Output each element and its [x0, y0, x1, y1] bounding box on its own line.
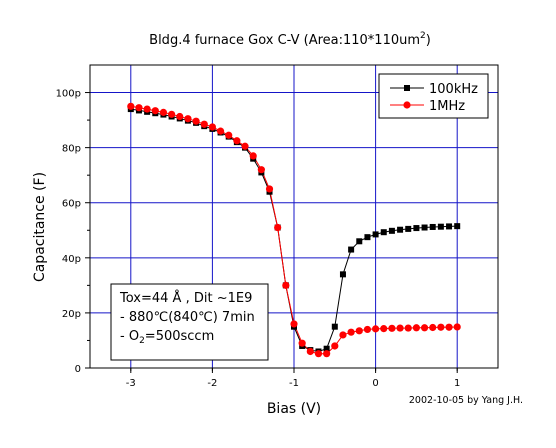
y-axis-title: Capacitance (F) [32, 172, 48, 282]
data-point-100khz [446, 223, 453, 230]
x-tick-label: -3 [126, 378, 136, 389]
annotation-frame [110, 283, 269, 361]
data-point-100khz [380, 229, 387, 236]
data-point-1mhz [249, 152, 257, 160]
data-point-1mhz [143, 105, 151, 113]
data-point-100khz [437, 223, 444, 230]
chart-title-sup: 2 [420, 31, 426, 41]
legend-marker-1mhz [403, 101, 411, 109]
annotation-line-3: - O2=500sccm [120, 329, 214, 346]
legend-label-100khz: 100kHz [429, 82, 478, 97]
data-point-1mhz [290, 320, 298, 328]
legend-marker-100khz [404, 85, 410, 91]
data-point-100khz [413, 225, 420, 232]
data-point-1mhz [412, 324, 420, 332]
annotation-line-3-prefix: - O [120, 329, 139, 344]
data-point-1mhz [274, 223, 282, 232]
x-tick-label: -1 [289, 378, 299, 389]
data-point-1mhz [159, 108, 168, 116]
annotation-line-2: - 880℃(840℃) 7min [120, 310, 255, 325]
data-point-1mhz [404, 324, 412, 332]
annotation-line-3-sub: 2 [139, 336, 145, 346]
y-tick-label: 20p [62, 309, 81, 320]
y-tick-label: 100p [56, 89, 81, 100]
data-point-1mhz [396, 324, 404, 332]
data-point-1mhz [420, 324, 429, 332]
data-point-1mhz [257, 166, 265, 174]
data-point-100khz [372, 231, 379, 238]
y-tick-label: 0 [75, 364, 81, 375]
data-point-1mhz [241, 142, 249, 150]
data-point-1mhz [135, 104, 143, 112]
data-point-1mhz [363, 325, 372, 334]
data-point-100khz [364, 234, 371, 241]
data-point-1mhz [184, 115, 192, 123]
legend: 100kHz 1MHz [378, 73, 489, 119]
data-point-100khz [405, 225, 412, 232]
data-point-100khz [323, 345, 330, 352]
axis-ticks: -3 -2 -1 0 1 0 20p 40p 60p 80p 100p [56, 89, 461, 389]
data-point-100khz [331, 323, 338, 330]
data-point-1mhz [216, 127, 225, 135]
data-point-1mhz [176, 112, 184, 121]
data-point-100khz [421, 224, 428, 231]
y-tick-label: 60p [62, 199, 81, 210]
data-point-1mhz [331, 342, 339, 350]
annotation-line-1: Tox=44 Å , Dit ~1E9 [119, 290, 252, 306]
data-point-1mhz [192, 117, 200, 125]
data-point-1mhz [380, 325, 388, 333]
x-tick-label: 1 [454, 378, 460, 389]
data-point-1mhz [314, 350, 323, 358]
data-point-1mhz [306, 347, 314, 356]
data-point-1mhz [437, 323, 445, 331]
data-point-1mhz [323, 350, 331, 358]
data-point-1mhz [445, 323, 453, 331]
data-point-100khz [388, 227, 395, 234]
data-point-1mhz [453, 323, 461, 331]
data-point-1mhz [429, 323, 437, 332]
data-point-1mhz [282, 281, 290, 289]
data-point-1mhz [265, 185, 274, 193]
y-tick-label: 40p [62, 254, 81, 265]
chart-title-main: Bldg.4 furnace Gox C-V (Area:110*110um [149, 33, 420, 48]
data-point-1mhz [388, 324, 396, 332]
data-point-1mhz [347, 328, 355, 336]
legend-box [378, 73, 489, 119]
data-point-1mhz [127, 102, 135, 110]
x-tick-label: 0 [372, 378, 378, 389]
data-point-1mhz [339, 331, 347, 339]
data-point-100khz [339, 271, 346, 278]
series-markers [127, 102, 461, 358]
data-point-1mhz [372, 325, 380, 333]
data-point-1mhz [233, 137, 241, 145]
data-point-1mhz [151, 107, 159, 115]
annotation-line-3-suffix: =500sccm [145, 329, 214, 344]
data-point-1mhz [168, 110, 176, 118]
x-axis-title: Bias (V) [267, 401, 321, 417]
data-point-100khz [454, 223, 461, 230]
y-tick-label: 80p [62, 144, 81, 155]
chart-title-close: ) [426, 33, 431, 48]
credit-text: 2002-10-05 by Yang J.H. [409, 395, 523, 406]
annotation-box: Tox=44 Å , Dit ~1E9 - 880℃(840℃) 7min - … [110, 283, 269, 361]
x-tick-label: -2 [207, 378, 217, 389]
data-point-100khz [397, 226, 404, 233]
data-point-1mhz [200, 120, 208, 128]
data-point-1mhz [355, 327, 363, 335]
data-point-1mhz [298, 339, 306, 347]
data-point-1mhz [225, 131, 233, 139]
data-point-100khz [356, 238, 363, 245]
data-point-100khz [348, 246, 355, 253]
data-point-1mhz [208, 123, 216, 131]
data-point-100khz [429, 223, 436, 230]
chart-title: Bldg.4 furnace Gox C-V (Area:110*110um2) [149, 31, 431, 48]
legend-label-1mhz: 1MHz [429, 99, 465, 114]
